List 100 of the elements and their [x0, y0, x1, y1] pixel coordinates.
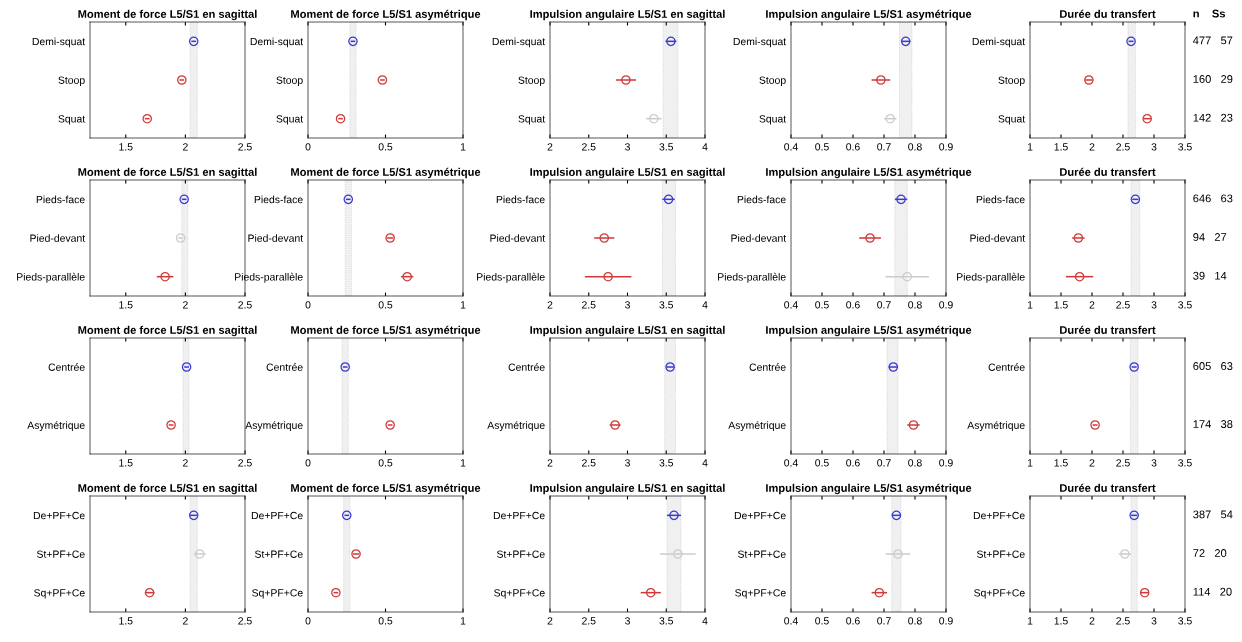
x-tick-label: 4	[702, 301, 708, 309]
x-tick-label: 0.7	[877, 459, 891, 467]
y-tick-label: Pieds-parallèle	[17, 272, 85, 283]
y-tick-label: Sq+PF+Ce	[735, 589, 786, 599]
x-tick-label: 0.4	[784, 617, 798, 625]
text: 142 23	[1193, 113, 1233, 122]
x-tick-label: 2	[1089, 301, 1095, 309]
x-tick-label: 0.6	[846, 301, 860, 309]
x-tick-label: 0.8	[908, 143, 922, 151]
x-tick-label: 0.6	[846, 459, 860, 467]
x-tick-label: 4	[702, 617, 708, 625]
y-tick-label: Demi-squat	[250, 37, 304, 48]
x-tick-label: 0.8	[908, 459, 922, 467]
x-tick-label: 2	[1089, 459, 1095, 467]
y-tick-label: Squat	[58, 115, 86, 125]
x-tick-label: 2.5	[582, 617, 596, 625]
y-tick-label: Asymétrique	[967, 421, 1025, 431]
y-tick-label: Pied-devant	[490, 234, 546, 242]
y-tick-label: St+PF+Ce	[496, 550, 545, 558]
y-tick-label: Stoop	[998, 76, 1025, 86]
y-tick-label: Demi-squat	[972, 37, 1026, 48]
x-tick-label: 1.5	[1054, 459, 1068, 467]
x-tick-label: 3	[625, 301, 630, 309]
x-tick-label: 3.5	[1178, 301, 1192, 309]
x-tick-label: 0.8	[908, 617, 922, 625]
x-tick-label: 2.5	[1116, 143, 1130, 151]
y-tick-label: Demi-squat	[492, 37, 546, 48]
y-tick-label: De+PF+Ce	[493, 511, 545, 520]
y-tick-label: Stoop	[276, 76, 303, 86]
x-tick-label: 1.5	[1054, 143, 1068, 151]
x-tick-label: 3.5	[659, 143, 674, 151]
x-tick-label: 3	[1151, 459, 1157, 467]
y-tick-label: Pied-devant	[248, 234, 304, 242]
x-tick-label: 0.5	[378, 617, 393, 625]
text: 174 38	[1193, 420, 1233, 428]
x-tick-label: 4	[702, 143, 708, 151]
y-tick-label: Stoop	[759, 76, 786, 86]
x-tick-label: 0.6	[846, 617, 860, 625]
x-tick-label: 0.4	[784, 143, 798, 151]
chart-title: Moment de force L5/S1 en sagittal	[78, 325, 257, 337]
text: n Ss	[1193, 9, 1226, 18]
x-tick-label: 2	[547, 143, 553, 151]
x-tick-label: 2	[183, 143, 188, 151]
x-tick-label: 2	[547, 459, 553, 467]
x-tick-label: 3	[1151, 301, 1157, 309]
x-tick-label: 3.5	[659, 617, 674, 625]
y-tick-label: De+PF+Ce	[33, 511, 85, 520]
x-tick-label: 2.5	[238, 617, 252, 625]
text: 160 29	[1193, 75, 1233, 83]
x-tick-label: 3	[625, 143, 630, 151]
x-tick-label: 1	[460, 143, 466, 151]
x-tick-label: 0.7	[877, 617, 891, 625]
y-tick-label: Squat	[518, 115, 546, 125]
chart-title: Durée du transfert	[1060, 483, 1156, 492]
y-tick-label: Pieds-parallèle	[235, 272, 303, 283]
x-tick-label: 0.9	[939, 143, 953, 151]
x-tick-label: 0.5	[815, 301, 829, 309]
chart-title: Impulsion angulaire L5/S1 asymétrique	[766, 167, 972, 179]
x-tick-label: 1	[1027, 459, 1033, 467]
y-tick-label: Sq+PF+Ce	[974, 589, 1025, 599]
y-tick-label: St+PF+Ce	[254, 550, 303, 558]
y-tick-label: Asymétrique	[27, 421, 85, 431]
x-tick-label: 2	[1089, 617, 1095, 625]
x-tick-label: 0.5	[378, 143, 393, 151]
y-tick-label: Pieds-face	[254, 195, 303, 204]
x-tick-label: 1.5	[1054, 617, 1068, 625]
y-tick-label: Pieds-face	[737, 195, 786, 204]
x-tick-label: 2	[183, 617, 188, 625]
x-tick-label: 2.5	[1116, 301, 1130, 309]
x-tick-label: 3.5	[1178, 143, 1192, 151]
x-tick-label: 3.5	[1178, 617, 1192, 625]
y-tick-label: Sq+PF+Ce	[34, 589, 85, 599]
chart-title: Impulsion angulaire L5/S1 asymétrique	[766, 9, 972, 21]
chart-title: Durée du transfert	[1060, 9, 1156, 18]
x-tick-label: 2.5	[238, 301, 252, 309]
y-tick-label: Pieds-face	[36, 195, 85, 204]
x-tick-label: 3.5	[659, 459, 674, 467]
x-tick-label: 1	[1027, 301, 1033, 309]
x-tick-label: 3	[625, 617, 630, 625]
y-tick-label: Squat	[998, 115, 1026, 125]
y-tick-label: De+PF+Ce	[251, 511, 303, 520]
chart-title: Moment de force L5/S1 asymétrique	[291, 325, 481, 337]
x-tick-label: 2	[1089, 143, 1095, 151]
text: 387 54	[1193, 510, 1233, 519]
y-tick-label: Centrée	[749, 363, 786, 371]
y-tick-label: St+PF+Ce	[36, 550, 85, 558]
x-tick-label: 3	[625, 459, 630, 467]
x-tick-label: 1.5	[119, 459, 133, 467]
y-tick-label: St+PF+Ce	[737, 550, 786, 558]
x-tick-label: 3	[1151, 143, 1157, 151]
y-tick-label: Asymétrique	[728, 421, 786, 431]
y-tick-label: Sq+PF+Ce	[494, 589, 545, 599]
x-tick-label: 2	[547, 617, 553, 625]
x-tick-label: 2.5	[238, 459, 252, 467]
chart-title: Impulsion angulaire L5/S1 en sagittal	[530, 325, 725, 337]
y-tick-label: Demi-squat	[32, 37, 86, 48]
x-tick-label: 0.5	[815, 459, 829, 467]
chart-title: Moment de force L5/S1 en sagittal	[78, 483, 257, 495]
x-tick-label: 2	[183, 301, 188, 309]
chart-title: Durée du transfert	[1060, 325, 1156, 334]
